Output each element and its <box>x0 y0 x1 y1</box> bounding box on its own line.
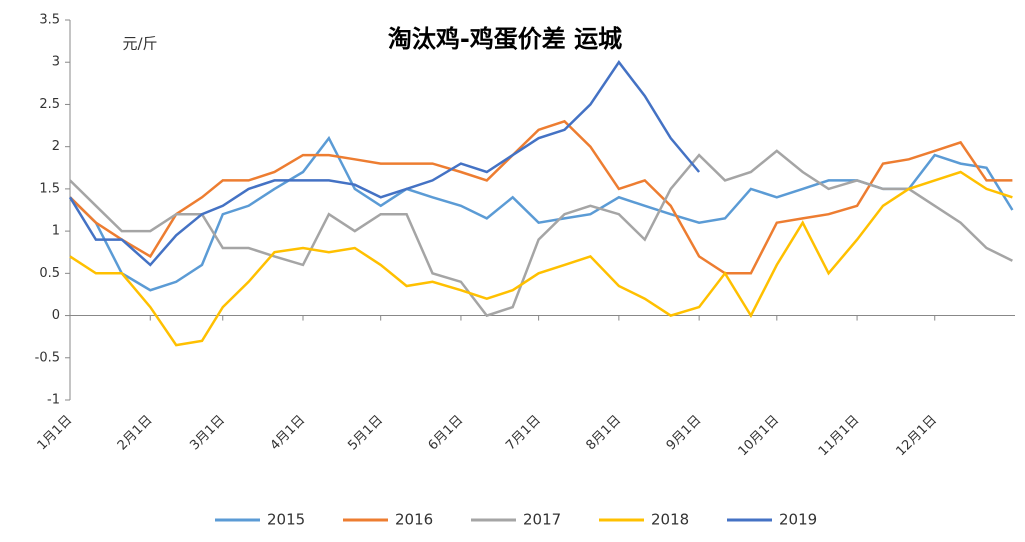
x-tick-label: 10月1日 <box>736 413 783 460</box>
y-tick-label: 0 <box>52 308 60 323</box>
line-series <box>69 149 1013 318</box>
y-tick-label: 0.5 <box>39 266 60 281</box>
legend-label: 2015 <box>267 511 305 529</box>
line-series <box>68 60 701 267</box>
x-tick-label: 2月1日 <box>115 413 156 454</box>
y-tick-label: 2 <box>52 139 60 154</box>
y-tick-label: 1.5 <box>39 181 60 196</box>
legend-label: 2018 <box>651 511 689 529</box>
x-tick-label: 4月1日 <box>268 413 309 454</box>
y-tick-label: 1 <box>52 224 60 239</box>
x-tick-label: 8月1日 <box>583 413 624 454</box>
x-tick-label: 5月1日 <box>345 413 386 454</box>
legend-label: 2016 <box>395 511 433 529</box>
y-axis-unit: 元/斤 <box>122 35 157 53</box>
legend-label: 2017 <box>523 511 561 529</box>
x-tick-label: 12月1日 <box>893 413 940 460</box>
x-tick-label: 9月1日 <box>664 413 705 454</box>
x-tick-label: 6月1日 <box>426 413 467 454</box>
line-series <box>69 170 1013 347</box>
y-tick-label: -1 <box>47 393 60 408</box>
y-tick-label: 3.5 <box>39 13 60 28</box>
line-series <box>69 135 1014 292</box>
chart-title: 淘汰鸡-鸡蛋价差 运城 <box>388 25 622 53</box>
x-tick-label: 11月1日 <box>816 413 863 460</box>
x-tick-label: 1月1日 <box>35 413 76 454</box>
x-tick-label: 7月1日 <box>503 413 544 454</box>
y-tick-label: 2.5 <box>39 97 60 112</box>
line-series <box>69 119 1013 275</box>
legend-label: 2019 <box>779 511 817 529</box>
y-tick-label: -0.5 <box>35 350 60 365</box>
x-tick-label: 3月1日 <box>187 413 228 454</box>
y-tick-label: 3 <box>52 55 60 70</box>
